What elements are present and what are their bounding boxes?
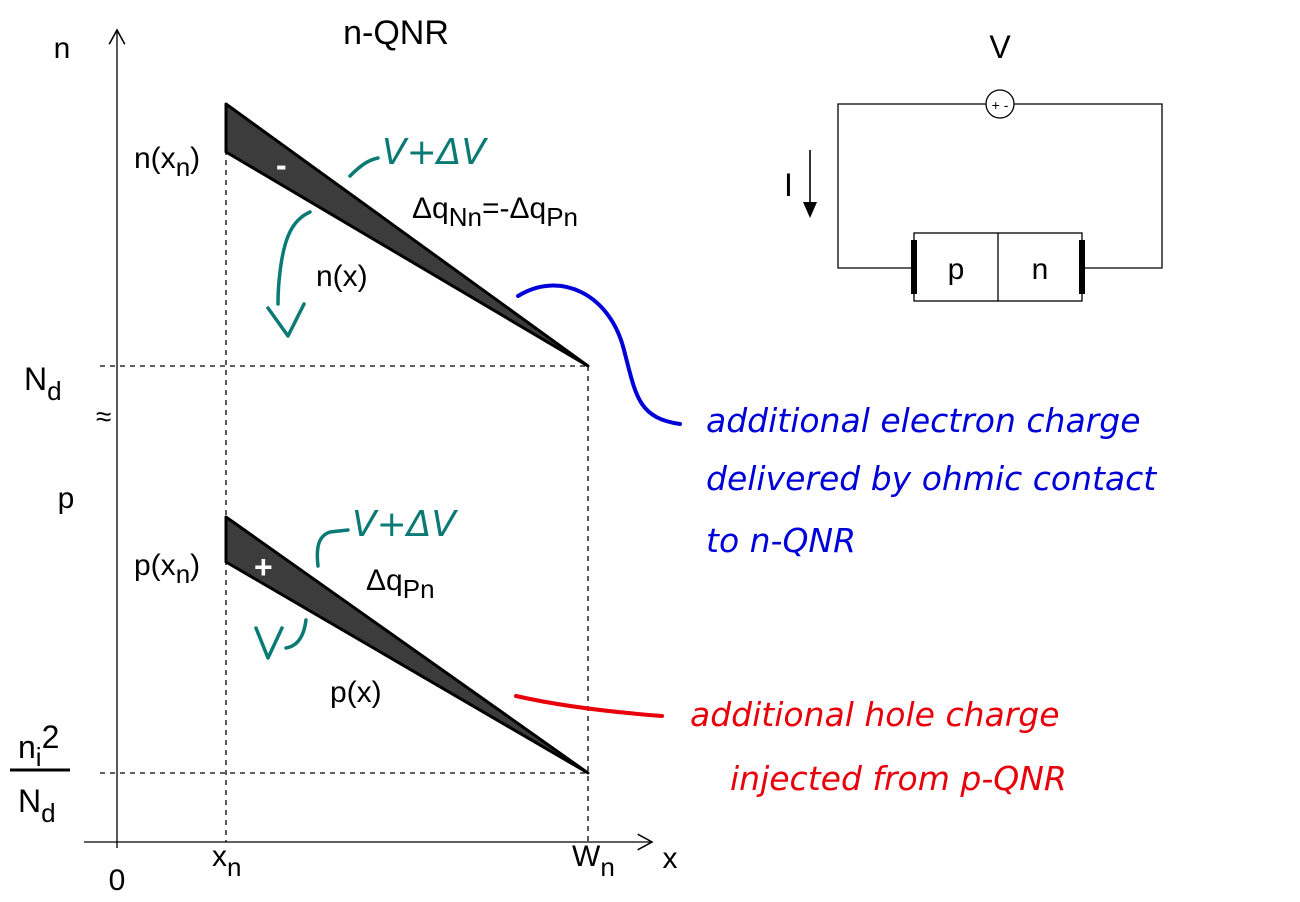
n-region-label: n xyxy=(1032,253,1049,286)
electron-bias-annotation xyxy=(266,156,380,338)
p-xn-label: p(xn) xyxy=(134,549,200,589)
dashed-guides xyxy=(100,150,589,842)
circuit-wire xyxy=(837,103,986,269)
electron-down-arrow-v xyxy=(266,302,306,338)
hole-note: additional hole charge injected from p-Q… xyxy=(690,695,1067,798)
voltage-source-label: V xyxy=(989,29,1011,65)
electron-charge-sign: - xyxy=(276,147,287,183)
voltage-source-symbol xyxy=(985,89,1015,119)
axis-break-symbol: ≈ xyxy=(96,401,111,432)
hole-upper-bias-stroke xyxy=(315,528,350,568)
electron-excess-wedge xyxy=(224,102,590,368)
current-label: I xyxy=(784,167,793,203)
current-arrow-head xyxy=(803,202,817,218)
electron-lower-bias-stroke xyxy=(276,210,312,306)
y-axis-bottom-label: p xyxy=(58,482,75,515)
electron-note-line-1: additional electron charge xyxy=(706,401,1141,440)
wn-tick-label: Wn xyxy=(572,840,615,882)
electron-note-line-3: to n-QNR xyxy=(706,521,856,560)
hole-charge-label: ΔqPn xyxy=(366,564,435,604)
electron-note: additional electron charge delivered by … xyxy=(706,401,1157,560)
xn-tick-label: xn xyxy=(212,840,241,882)
nd-level-label: Nd xyxy=(24,361,62,406)
p-region-label: p xyxy=(948,253,965,286)
x-axis-label: x xyxy=(663,842,678,875)
n-profile-label: n(x) xyxy=(316,260,368,293)
electron-note-line-2: delivered by ohmic contact xyxy=(706,459,1157,498)
ni2-denominator: Nd xyxy=(18,783,56,828)
hole-charge-sign: + xyxy=(254,549,273,585)
ni2-numerator: ni2 xyxy=(18,719,59,772)
left-ohmic-contact xyxy=(911,240,917,294)
hole-lower-hook xyxy=(284,618,308,650)
chart-title: n-QNR xyxy=(343,14,449,52)
n-xn-label: n(xn) xyxy=(134,142,200,182)
hole-excess-wedge xyxy=(224,515,590,775)
circuit-wire-right xyxy=(1014,103,1163,269)
right-ohmic-contact xyxy=(1079,240,1085,294)
electron-upper-bias-stroke xyxy=(348,156,380,178)
electron-bias-upper-text: V+ΔV xyxy=(382,132,488,173)
hole-note-leader xyxy=(514,694,664,718)
hole-lower-v xyxy=(254,626,284,660)
electron-note-leader xyxy=(516,283,682,426)
hole-note-line-2: injected from p-QNR xyxy=(730,759,1067,798)
hole-bias-annotation xyxy=(254,528,350,660)
voltage-source-polarity: + - xyxy=(992,97,1009,113)
electron-charge-label: ΔqNn=-ΔqPn xyxy=(412,192,578,232)
p-profile-label: p(x) xyxy=(330,676,382,709)
y-axis-top-label: n xyxy=(54,32,71,65)
circuit: V + - I p n xyxy=(784,29,1163,302)
ni2-over-nd-label: ni2 Nd xyxy=(10,719,70,828)
hole-bias-upper-text: V+ΔV xyxy=(352,504,458,545)
origin-label: 0 xyxy=(109,864,126,897)
hole-note-line-1: additional hole charge xyxy=(690,695,1060,734)
